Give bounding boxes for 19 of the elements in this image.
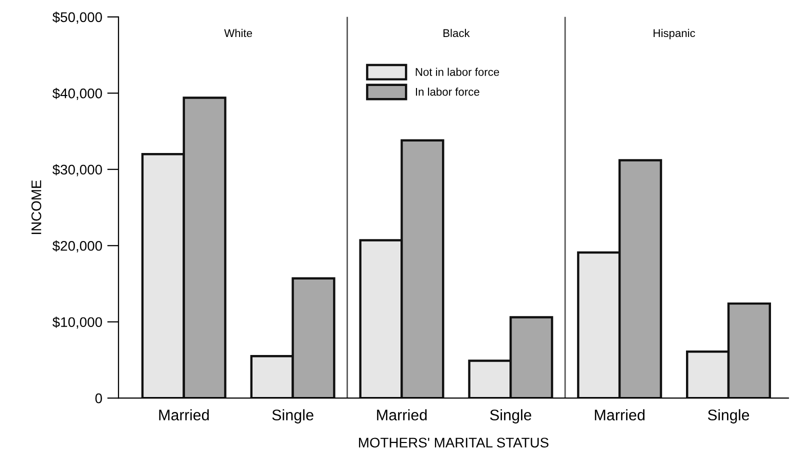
legend-label: In labor force xyxy=(416,88,480,96)
y-axis-title: INCOME xyxy=(31,180,42,234)
x-tick-label: Single xyxy=(272,409,314,424)
legend-label: Not in labor force xyxy=(416,68,500,76)
x-tick-label: Married xyxy=(377,409,427,420)
y-tick-label: $20,000 xyxy=(52,240,102,252)
x-tick-label: Single xyxy=(490,409,532,424)
y-tick-label: $50,000 xyxy=(52,12,102,24)
annotation: Hispanic xyxy=(654,28,696,40)
x-tick-label: Married xyxy=(159,409,209,420)
x-axis-title: MOTHERS' MARITAL STATUS xyxy=(359,438,548,448)
y-tick-label: $10,000 xyxy=(52,316,102,329)
x-tick-label: Single xyxy=(708,409,750,424)
y-tick-label: $30,000 xyxy=(52,164,102,176)
y-tick-label: $40,000 xyxy=(52,88,102,100)
annotation: Black xyxy=(444,28,470,38)
x-tick-label: Married xyxy=(594,409,644,420)
y-tick-label: 0 xyxy=(95,393,102,404)
annotation: White xyxy=(224,28,252,38)
